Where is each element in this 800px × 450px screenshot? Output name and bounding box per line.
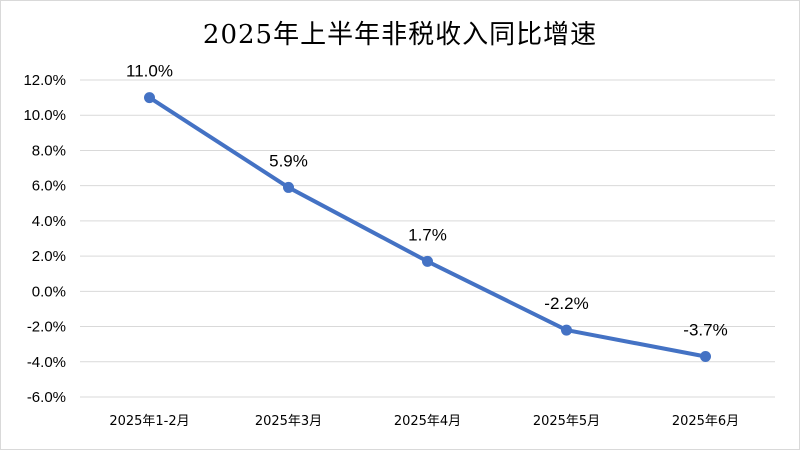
- y-tick-label: -6.0%: [27, 389, 66, 406]
- data-label: -2.2%: [544, 294, 588, 313]
- data-label: -3.7%: [683, 320, 727, 339]
- data-label: 5.9%: [269, 151, 308, 170]
- y-tick-label: -2.0%: [27, 319, 66, 336]
- chart-title: 2025年上半年非税收入同比增速: [202, 20, 598, 50]
- y-tick-label: -4.0%: [27, 354, 66, 371]
- x-tick-label: 2025年4月: [394, 414, 461, 429]
- y-tick-label: 2.0%: [32, 248, 66, 265]
- x-tick-label: 2025年5月: [533, 414, 600, 429]
- data-point: [422, 255, 433, 267]
- x-axis-ticks: 2025年1-2月 2025年3月 2025年4月 2025年5月 2025年6月: [109, 414, 739, 429]
- data-point: [144, 92, 155, 104]
- data-point: [561, 324, 572, 336]
- y-axis-ticks: 12.0% 10.0% 8.0% 6.0% 4.0% 2.0% 0.0% -2.0% -4.0%…: [23, 72, 66, 406]
- y-tick-label: 0.0%: [32, 283, 66, 300]
- x-tick-label: 2025年6月: [672, 414, 739, 429]
- y-tick-label: 10.0%: [23, 107, 66, 124]
- data-point: [700, 350, 711, 362]
- y-tick-label: 12.0%: [23, 72, 66, 89]
- series-group: 11.0% 5.9% 1.7% -2.2% -3.7%: [126, 62, 728, 362]
- x-tick-label: 2025年3月: [255, 414, 322, 429]
- y-tick-label: 8.0%: [32, 142, 66, 159]
- x-tick-label: 2025年1-2月: [109, 414, 189, 429]
- y-tick-label: 4.0%: [32, 213, 66, 230]
- data-label: 1.7%: [408, 225, 447, 244]
- data-point: [283, 181, 294, 193]
- data-label: 11.0%: [126, 62, 173, 81]
- y-tick-label: 6.0%: [32, 178, 66, 195]
